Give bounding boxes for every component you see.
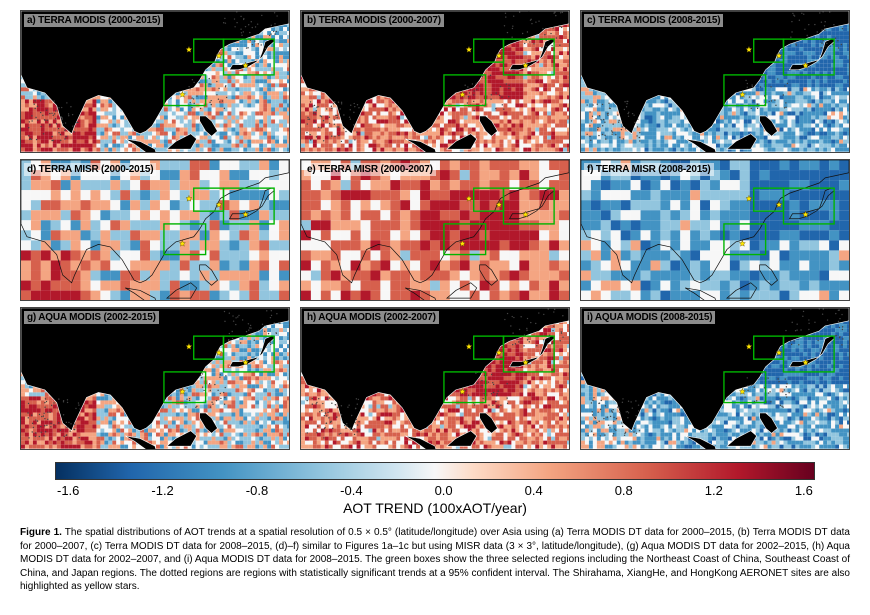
- map-svg: [301, 160, 569, 301]
- colorbar-tick: 0.4: [525, 483, 543, 498]
- colorbar-tick: -1.2: [151, 483, 173, 498]
- panel-a: a) TERRA MODIS (2000-2015): [20, 10, 290, 153]
- panel-d: d) TERRA MISR (2000-2015): [20, 159, 290, 302]
- panel-label: a) TERRA MODIS (2000-2015): [24, 14, 163, 27]
- panel-f: f) TERRA MISR (2008-2015): [580, 159, 850, 302]
- panel-g: g) AQUA MODIS (2002-2015): [20, 307, 290, 450]
- colorbar-tick: 0.0: [435, 483, 453, 498]
- panel-label: d) TERRA MISR (2000-2015): [24, 163, 156, 176]
- panel-label: c) TERRA MODIS (2008-2015): [584, 14, 723, 27]
- colorbar-container: -1.6 -1.2 -0.8 -0.4 0.0 0.4 0.8 1.2 1.6 AOT TREN…: [20, 462, 850, 516]
- panel-e: e) TERRA MISR (2000-2007): [300, 159, 570, 302]
- map-svg: [581, 308, 849, 449]
- map-svg: [301, 11, 569, 152]
- map-svg: [581, 160, 849, 301]
- colorbar-tick: 0.8: [615, 483, 633, 498]
- panel-label: i) AQUA MODIS (2008-2015): [584, 311, 715, 324]
- colorbar: [55, 462, 815, 480]
- caption-text: The spatial distributions of AOT trends …: [20, 527, 850, 592]
- colorbar-label: AOT TREND (100xAOT/year): [343, 500, 527, 516]
- map-svg: [581, 11, 849, 152]
- figure-panel-grid: a) TERRA MODIS (2000-2015) b) TERRA MODIS…: [20, 10, 850, 450]
- figure-caption: Figure 1. The spatial distributions of A…: [20, 526, 850, 594]
- caption-bold: Figure 1.: [20, 527, 62, 538]
- colorbar-tick: 1.2: [705, 483, 723, 498]
- colorbar-tick: -1.6: [57, 483, 79, 498]
- colorbar-tick: -0.4: [340, 483, 362, 498]
- panel-label: b) TERRA MODIS (2000-2007): [304, 14, 444, 27]
- map-svg: [21, 160, 289, 301]
- map-svg: [21, 11, 289, 152]
- map-svg: [301, 308, 569, 449]
- map-svg: [21, 308, 289, 449]
- panel-label: e) TERRA MISR (2000-2007): [304, 163, 436, 176]
- panel-label: f) TERRA MISR (2008-2015): [584, 163, 714, 176]
- colorbar-tick: 1.6: [795, 483, 813, 498]
- panel-label: h) AQUA MODIS (2002-2007): [304, 311, 439, 324]
- panel-i: i) AQUA MODIS (2008-2015): [580, 307, 850, 450]
- colorbar-ticks: -1.6 -1.2 -0.8 -0.4 0.0 0.4 0.8 1.2 1.6: [55, 483, 815, 498]
- panel-label: g) AQUA MODIS (2002-2015): [24, 311, 159, 324]
- panel-b: b) TERRA MODIS (2000-2007): [300, 10, 570, 153]
- panel-h: h) AQUA MODIS (2002-2007): [300, 307, 570, 450]
- colorbar-tick: -0.8: [246, 483, 268, 498]
- panel-c: c) TERRA MODIS (2008-2015): [580, 10, 850, 153]
